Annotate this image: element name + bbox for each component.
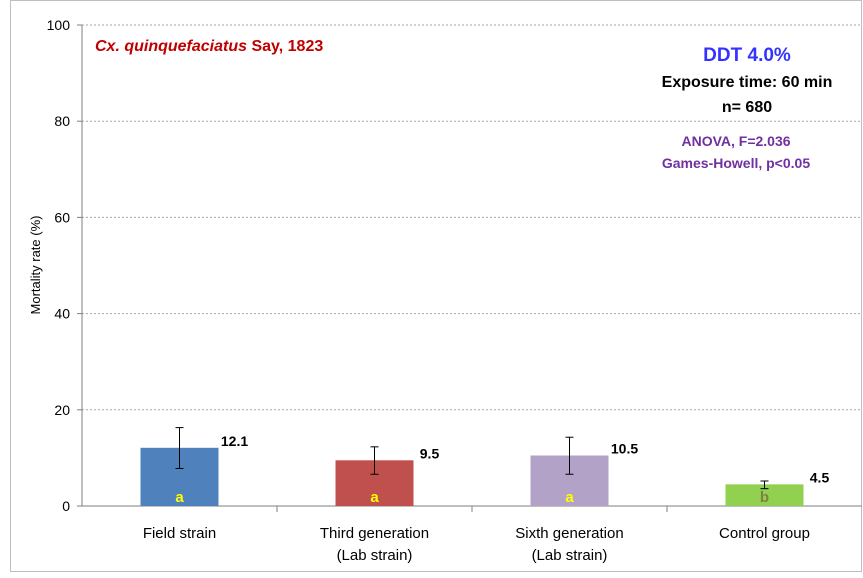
x-tick-label-2-line-1: (Lab strain)	[532, 547, 608, 564]
anova-annotation: ANOVA, F=2.036	[681, 133, 790, 149]
significance-letter-3: b	[760, 489, 769, 506]
gridlines	[82, 24, 862, 411]
y-tick-label-0: 0	[62, 498, 70, 514]
x-tick-label-1-line-1: (Lab strain)	[337, 547, 413, 564]
y-tick-label-100: 100	[47, 17, 71, 33]
x-tick-label-3: Control group	[719, 525, 810, 542]
species-author: Say, 1823	[247, 38, 323, 55]
x-tick-label-2: Sixth generation	[515, 525, 623, 542]
data-label-0: 12.1	[221, 433, 248, 449]
y-axis-label: Mortality rate (%)	[28, 216, 43, 315]
significance-letter-0: a	[175, 489, 184, 506]
bars	[140, 427, 804, 506]
significance-letter-1: a	[370, 489, 379, 506]
x-tick-label-0: Field strain	[143, 525, 216, 542]
y-tick-label-20: 20	[54, 402, 70, 418]
exposure-annotation: Exposure time: 60 min	[662, 74, 833, 91]
bar-3	[725, 484, 804, 506]
data-label-1: 9.5	[420, 445, 440, 461]
y-tick-label-80: 80	[54, 113, 70, 129]
posthoc-annotation: Games-Howell, p<0.05	[662, 155, 810, 171]
x-tick-label-1: Third generation	[320, 525, 429, 542]
sample-size-annotation: n= 680	[722, 99, 772, 116]
y-tick-label-40: 40	[54, 306, 70, 322]
y-tick-label-60: 60	[54, 209, 70, 225]
species-name-italic: Cx. quinquefaciatus	[95, 38, 247, 55]
significance-letter-2: a	[565, 489, 574, 506]
labels: 12.1 a Field strain 9.5 a Third generation (La…	[143, 433, 830, 564]
species-annotation: Cx. quinquefaciatus Say, 1823	[95, 38, 323, 55]
data-label-3: 4.5	[810, 469, 830, 485]
insecticide-annotation: DDT 4.0%	[703, 45, 791, 66]
data-label-2: 10.5	[611, 440, 638, 456]
